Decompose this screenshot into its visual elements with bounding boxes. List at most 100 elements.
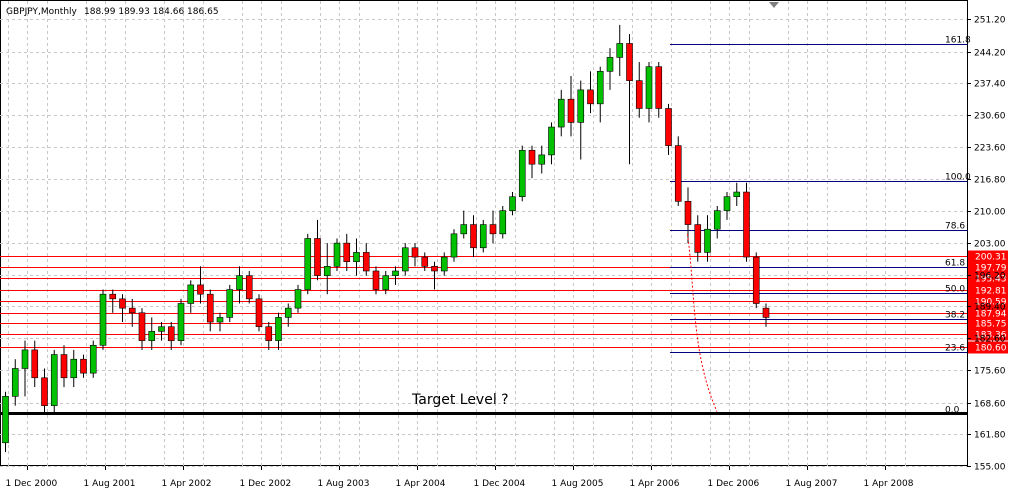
time-tick-label: 1 Dec 2000 [6,479,58,489]
candle [236,266,243,304]
price-tick-label: 216.80 [974,176,1006,186]
candle-body [60,354,68,379]
chart-symbol-label: GBPJPY,Monthly [6,7,78,17]
candle [119,294,126,323]
candle-body [596,71,604,105]
candle [567,75,575,137]
candle-body [479,224,487,249]
candle [713,205,721,239]
time-tick-label: 1 Apr 2002 [162,479,212,489]
candle [577,80,585,160]
candle [216,312,224,332]
candle-body [226,289,234,318]
candle-body [509,196,516,211]
chart-ohlc-readout: 188.99 189.93 184.66 186.65 [84,7,219,17]
candle-body [401,247,409,272]
candle [353,238,360,276]
candle-body [616,43,624,58]
candle-body [411,247,419,258]
price-tick-label: 155.00 [974,463,1006,473]
candle-body [284,307,292,318]
candle [460,210,468,239]
candle [431,261,438,290]
support-level-label: 180.60 [975,344,1007,354]
candle-body [382,275,390,290]
support-level-label: 190.59 [975,298,1007,308]
candle [11,359,19,406]
price-tick-label: 168.60 [974,400,1006,410]
candle [2,391,9,453]
candle [255,294,263,332]
candle-body [138,312,146,341]
candle-body [362,252,370,272]
candle-body [372,270,380,290]
price-tick-label: 175.60 [974,367,1006,377]
candle [99,289,107,350]
candle [206,289,214,332]
support-level-badge [968,295,1008,308]
chart-shift-marker-icon [769,2,779,8]
candle [674,136,682,206]
target-level-annotation: Target Level ? [411,392,509,408]
candle [226,284,234,323]
support-level-badge [968,272,1008,285]
candle [148,317,156,350]
candle-body [245,275,253,300]
candle [752,252,760,309]
candle-body [80,358,87,374]
candle [167,322,175,350]
support-level-label: 197.79 [975,264,1007,274]
time-tick-label: 1 Aug 2005 [552,479,604,489]
time-tick-label: 1 Aug 2007 [786,479,838,489]
candle-body [89,344,97,374]
candle [762,303,770,327]
candle-body [187,284,195,304]
candle [479,219,487,253]
support-level-badge [968,261,1008,274]
candle [499,205,507,239]
candle [187,280,195,313]
candle-body [255,298,263,328]
candle-body [206,293,214,323]
candle-body [333,242,341,267]
candle-body [665,108,672,146]
candle-body [440,256,448,272]
candle [284,303,292,327]
candle-body [499,210,507,235]
support-level-label: 192.81 [975,287,1007,297]
fib-level-label: 100.0 [945,173,971,183]
candle-body [50,354,58,406]
candle-body [704,228,711,253]
candle [635,62,643,118]
candle [314,219,321,281]
candle-body [392,270,399,276]
candle [723,192,731,220]
support-level-label: 200.31 [975,253,1007,263]
time-tick-label: 1 Apr 2006 [630,479,680,489]
candle [304,233,312,295]
candle-body [167,326,175,341]
support-level-badge [968,307,1008,320]
candle-body [70,358,78,379]
candle-body [109,293,117,300]
fib-level-label: 161.8 [945,36,971,46]
candle-body [733,191,741,197]
candle-body [674,145,682,202]
time-tick-label: 1 Dec 2002 [240,479,292,489]
candle-body [655,66,663,109]
candle [382,270,390,295]
candle-body [128,307,136,314]
candle [362,243,370,276]
candle [606,48,614,90]
fib-level-label: 38.2 [945,311,965,321]
candle [197,266,204,304]
price-tick-label: 182.60 [974,335,1006,345]
candle [109,289,117,313]
candle [645,62,653,123]
price-tick-label: 230.60 [974,112,1006,122]
candle-body [762,307,770,318]
candle-body [148,331,156,341]
candle-body [713,210,721,230]
candle-body [684,201,692,225]
candle-body [470,224,477,249]
